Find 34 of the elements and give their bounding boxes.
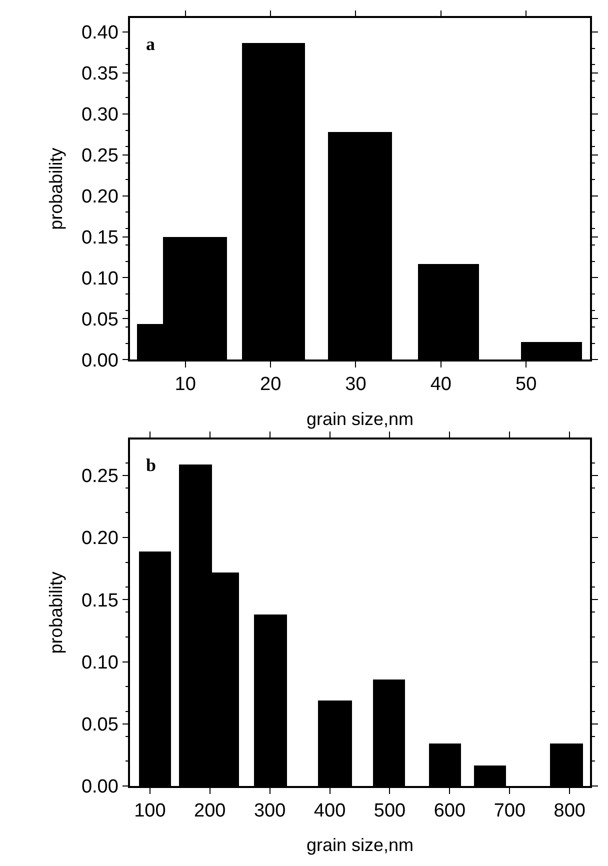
y-tick-label: 0.00: [81, 350, 118, 372]
x-tick-label: 20: [260, 374, 282, 396]
x-axis-title: grain size,nm: [306, 835, 414, 856]
y-tick-label: 0.25: [81, 466, 118, 488]
y-tick-label: 0.00: [81, 776, 118, 798]
x-tick-label: 30: [345, 374, 366, 396]
x-tick-label: 700: [494, 800, 526, 822]
y-tick-label: 0.30: [81, 104, 118, 126]
y-tick-label: 0.05: [81, 309, 118, 330]
y-tick-label: 0.15: [81, 590, 118, 612]
annotation: a: [146, 34, 155, 54]
x-tick-label: 300: [254, 800, 286, 822]
annotation: b: [146, 455, 156, 475]
x-tick-label: 200: [194, 800, 226, 822]
x-tick-label: 800: [554, 800, 586, 822]
y-tick-label: 0.15: [81, 227, 118, 248]
x-tick-label: 500: [374, 800, 406, 822]
y-tick-label: 0.20: [81, 528, 118, 550]
y-tick-label: 0.05: [81, 714, 118, 736]
y-tick-label: 0.25: [81, 145, 118, 166]
y-tick-label: 0.40: [81, 22, 118, 44]
y-tick-label: 0.10: [81, 652, 118, 674]
y-tick-label: 0.35: [81, 64, 118, 85]
x-tick-label: 600: [434, 800, 466, 822]
x-tick-label: 50: [516, 374, 537, 396]
y-tick-label: 0.20: [81, 186, 118, 208]
x-tick-label: 100: [134, 800, 166, 822]
x-tick-label: 10: [174, 374, 196, 396]
x-axis-title: grain size,nm: [306, 408, 414, 429]
y-tick-label: 0.10: [81, 268, 118, 290]
x-tick-label: 400: [314, 800, 346, 822]
x-tick-label: 40: [430, 374, 452, 396]
y-axis-title: probability: [46, 148, 66, 230]
y-axis-title: probability: [46, 572, 66, 654]
